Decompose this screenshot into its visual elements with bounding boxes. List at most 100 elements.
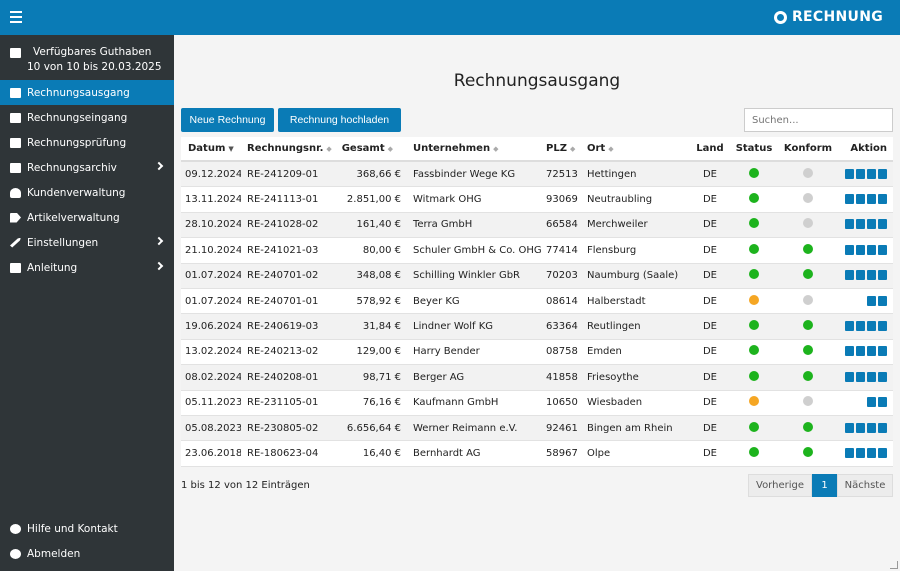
dropdown-icon[interactable] — [878, 168, 887, 179]
sidebar-bottom-item-0[interactable]: Hilfe und Kontakt — [0, 516, 174, 541]
sidebar-item-label: Einstellungen — [27, 236, 99, 249]
page-1-button[interactable]: 1 — [812, 474, 837, 497]
edit-icon[interactable] — [867, 397, 876, 408]
edit-icon[interactable] — [845, 244, 854, 255]
column-header: Land — [690, 143, 730, 154]
cell-actions — [838, 270, 893, 281]
pdf-icon[interactable] — [856, 219, 865, 230]
column-header[interactable]: Unternehmen ◆ — [405, 143, 542, 154]
xml-icon[interactable] — [867, 346, 876, 357]
top-bar: RECHNUNG — [0, 0, 900, 35]
edit-icon[interactable] — [845, 346, 854, 357]
edit-icon[interactable] — [845, 422, 854, 433]
dropdown-icon[interactable] — [878, 295, 887, 306]
column-header[interactable]: PLZ ◆ — [542, 143, 583, 154]
pdf-icon[interactable] — [856, 447, 865, 458]
pdf-icon[interactable] — [856, 422, 865, 433]
xml-icon[interactable] — [867, 321, 876, 332]
dropdown-icon[interactable] — [878, 270, 887, 281]
sidebar-item-label: Rechnungsarchiv — [27, 161, 117, 174]
column-header[interactable]: Gesamt ◆ — [339, 143, 405, 154]
cell-datum: 01.07.2024 — [185, 295, 241, 307]
pdf-icon[interactable] — [856, 270, 865, 281]
resize-handle[interactable] — [890, 561, 898, 569]
xml-icon[interactable] — [867, 447, 876, 458]
sidebar-bottom-item-1[interactable]: Abmelden — [0, 541, 174, 566]
brand[interactable]: RECHNUNG — [773, 9, 883, 25]
pdf-icon[interactable] — [856, 346, 865, 357]
menu-icon[interactable] — [10, 11, 22, 23]
table-row[interactable]: 08.02.2024 RE-240208-01 98,71 € Berger AG 41… — [181, 365, 893, 391]
edit-icon[interactable] — [845, 447, 854, 458]
sidebar-item-7[interactable]: Anleitung — [0, 255, 174, 280]
edit-icon[interactable] — [845, 371, 854, 382]
table-row[interactable]: 13.11.2024 RE-241113-01 2.851,00 € Witmark … — [181, 187, 893, 213]
pdf-icon[interactable] — [856, 244, 865, 255]
xml-icon[interactable] — [867, 270, 876, 281]
table-row[interactable]: 19.06.2024 RE-240619-03 31,84 € Lindner Wol… — [181, 314, 893, 340]
sidebar-item-2[interactable]: Rechnungsprüfung — [0, 130, 174, 155]
dropdown-icon[interactable] — [878, 321, 887, 332]
konform-dot — [803, 446, 813, 457]
column-header[interactable]: Rechnungsnr. ◆ — [241, 143, 339, 154]
sidebar-item-0[interactable]: Rechnungsausgang — [0, 80, 174, 105]
xml-icon[interactable] — [867, 422, 876, 433]
sidebar-item-1[interactable]: Rechnungseingang — [0, 105, 174, 130]
table-row[interactable]: 01.07.2024 RE-240701-02 348,08 € Schilling … — [181, 263, 893, 289]
dropdown-icon[interactable] — [878, 447, 887, 458]
table-row[interactable]: 05.08.2023 RE-230805-02 6.656,64 € Werner R… — [181, 415, 893, 442]
cell-gesamt: 98,71 € — [362, 371, 401, 383]
status-dot — [749, 243, 759, 254]
pdf-icon[interactable] — [856, 194, 865, 205]
edit-icon[interactable] — [845, 194, 854, 205]
table-row[interactable]: 21.10.2024 RE-241021-03 80,00 € Schuler Gmb… — [181, 238, 893, 264]
dropdown-icon[interactable] — [878, 244, 887, 255]
table-body: 09.12.2024 RE-241209-01 368,66 € Fassbinder… — [181, 162, 893, 467]
dropdown-icon[interactable] — [878, 371, 887, 382]
dropdown-icon[interactable] — [878, 397, 887, 408]
dropdown-icon[interactable] — [878, 422, 887, 433]
sidebar-item-6[interactable]: Einstellungen — [0, 230, 174, 255]
xml-icon[interactable] — [867, 244, 876, 255]
edit-icon[interactable] — [845, 219, 854, 230]
pdf-icon[interactable] — [856, 321, 865, 332]
dropdown-icon[interactable] — [878, 194, 887, 205]
table-row[interactable]: 09.12.2024 RE-241209-01 368,66 € Fassbinder… — [181, 162, 893, 188]
cell-land: DE — [702, 168, 718, 180]
edit-icon[interactable] — [845, 168, 854, 179]
xml-icon[interactable] — [867, 168, 876, 179]
cell-plz: 66584 — [546, 219, 578, 231]
table-row[interactable]: 13.02.2024 RE-240213-02 129,00 € Harry Bend… — [181, 340, 893, 366]
new-invoice-button[interactable]: Neue Rechnung — [181, 108, 274, 132]
dropdown-icon[interactable] — [878, 346, 887, 357]
konform-dot — [803, 294, 813, 305]
edit-icon[interactable] — [845, 321, 854, 332]
dropdown-icon[interactable] — [878, 219, 887, 230]
status-dot — [749, 446, 759, 457]
edit-icon[interactable] — [867, 295, 876, 306]
edit-icon[interactable] — [845, 270, 854, 281]
cell-land: DE — [702, 244, 718, 256]
status-dot — [749, 320, 759, 331]
next-page-button[interactable]: Nächste — [837, 474, 893, 497]
cell-nr: RE-240701-01 — [247, 295, 319, 307]
table-row[interactable]: 05.11.2023 RE-231105-01 76,16 € Kaufmann Gm… — [181, 391, 893, 416]
column-header[interactable]: Datum ▼ — [181, 143, 241, 154]
sidebar-item-3[interactable]: Rechnungsarchiv — [0, 155, 174, 180]
sidebar-item-5[interactable]: Artikelverwaltung — [0, 205, 174, 230]
table-row[interactable]: 28.10.2024 RE-241028-02 161,40 € Terra GmbH… — [181, 212, 893, 239]
column-header[interactable]: Ort ◆ — [583, 143, 690, 154]
column-header: Aktion — [838, 143, 893, 154]
cell-plz: 08758 — [546, 346, 578, 358]
search-input[interactable] — [744, 108, 893, 132]
upload-invoice-button[interactable]: Rechnung hochladen — [278, 108, 401, 132]
pdf-icon[interactable] — [856, 168, 865, 179]
sidebar-item-4[interactable]: Kundenverwaltung — [0, 180, 174, 205]
table-row[interactable]: 01.07.2024 RE-240701-01 578,92 € Beyer KG 08… — [181, 289, 893, 315]
xml-icon[interactable] — [867, 371, 876, 382]
table-row[interactable]: 23.06.2018 RE-180623-04 16,40 € Bernhardt A… — [181, 441, 893, 467]
pdf-icon[interactable] — [856, 371, 865, 382]
xml-icon[interactable] — [867, 219, 876, 230]
prev-page-button[interactable]: Vorherige — [748, 474, 812, 497]
xml-icon[interactable] — [867, 194, 876, 205]
